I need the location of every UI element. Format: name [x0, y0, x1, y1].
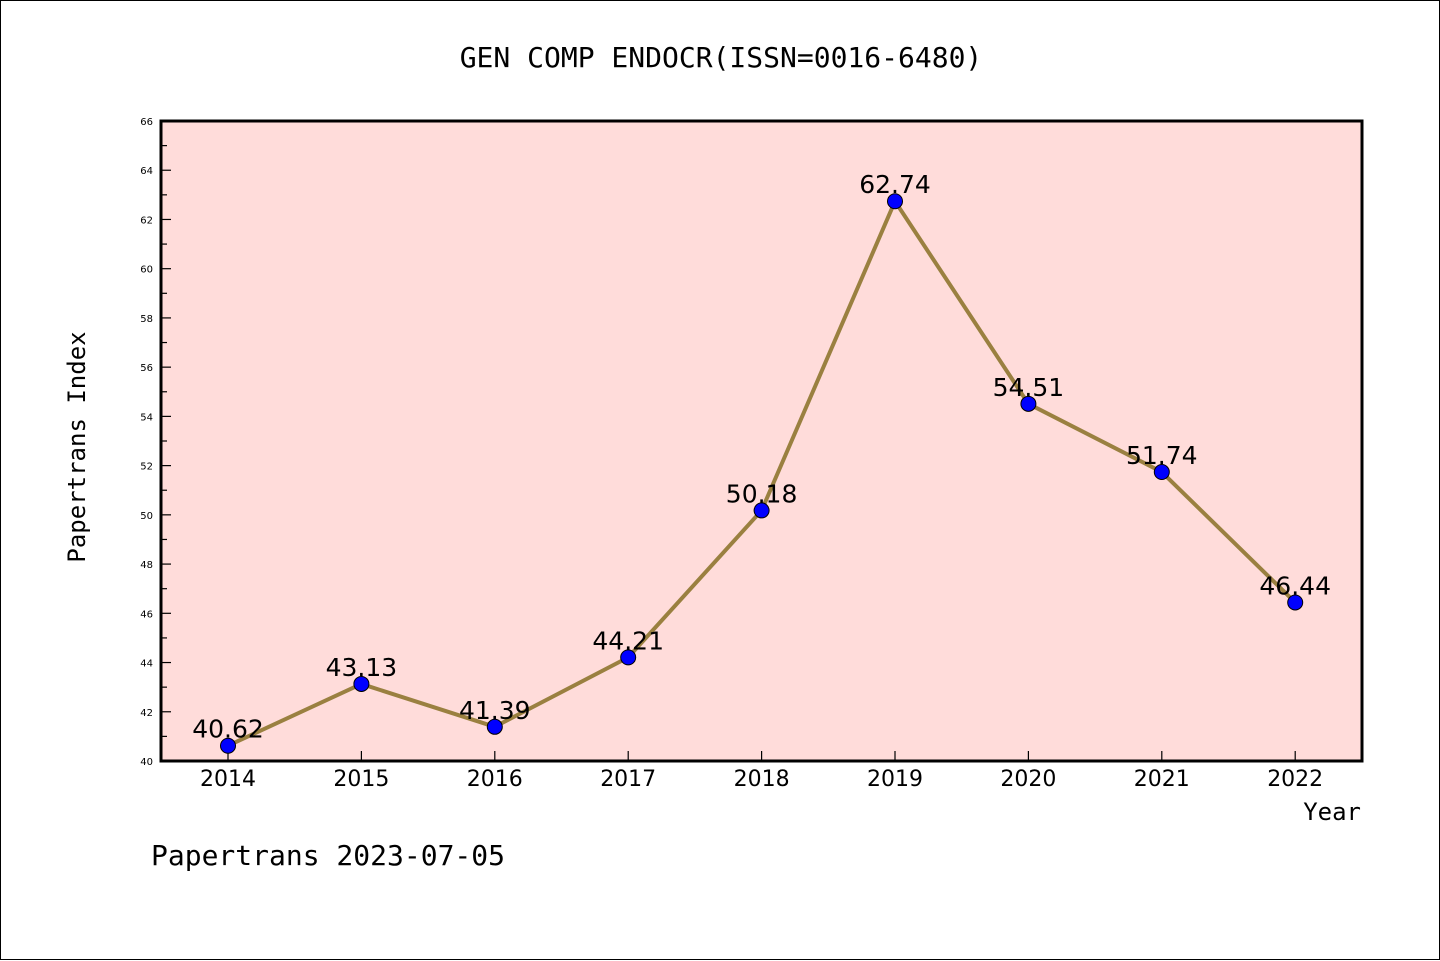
x-tick-label: 2014: [200, 767, 256, 792]
x-tick-label: 2020: [1000, 767, 1056, 792]
data-point: [1287, 594, 1304, 611]
data-point: [1153, 464, 1170, 481]
data-label: 43.13: [326, 653, 398, 682]
data-label: 41.39: [459, 696, 531, 725]
x-axis-label: Year: [1303, 798, 1361, 826]
y-tick-label: 40: [140, 757, 153, 768]
x-tick-label: 2022: [1267, 767, 1323, 792]
y-tick-label: 60: [140, 265, 153, 276]
data-label: 50.18: [726, 479, 798, 508]
data-point: [753, 502, 770, 519]
x-tick-label: 2017: [600, 767, 656, 792]
data-label: 44.21: [592, 626, 664, 655]
data-point: [1020, 395, 1037, 412]
x-axis-ticks: 2014 2015 2016 2017 2018 2019 2020 2021 2022: [200, 751, 1323, 792]
y-tick-label: 42: [140, 708, 153, 719]
y-tick-label: 50: [140, 511, 153, 522]
data-label: 40.62: [192, 715, 264, 744]
y-tick-label: 52: [140, 462, 153, 473]
data-label: 54.51: [993, 373, 1065, 402]
y-tick-label: 56: [140, 363, 153, 374]
y-tick-label: 48: [140, 560, 153, 571]
x-tick-label: 2015: [333, 767, 389, 792]
y-tick-label: 46: [140, 609, 153, 620]
y-axis-label: Papertrans Index: [63, 331, 91, 562]
data-label: 62.74: [859, 170, 931, 199]
y-tick-label: 44: [140, 659, 153, 670]
data-point: [220, 737, 236, 754]
x-tick-label: 2021: [1134, 767, 1190, 792]
y-tick-label: 66: [140, 117, 153, 128]
y-tick-label: 54: [140, 412, 153, 423]
y-tick-label: 58: [140, 314, 153, 325]
x-tick-label: 2018: [734, 767, 790, 792]
footer-text: Papertrans 2023-07-05: [151, 839, 505, 872]
x-tick-label: 2016: [467, 767, 523, 792]
y-tick-label: 62: [140, 215, 153, 226]
y-tick-label: 64: [140, 166, 153, 177]
data-point: [486, 718, 503, 735]
data-labels: 40.62 43.13 41.39 44.21 50.18 62.74 54.51 51.74…: [192, 170, 1331, 743]
plot-area: [159, 119, 1364, 763]
data-points: [220, 193, 1304, 754]
data-point: [887, 193, 903, 210]
y-axis-ticks: 40 42 44 46 48 50 52 54 56 58 60 62 64 66: [140, 117, 171, 768]
data-point: [620, 649, 637, 666]
data-label: 51.74: [1126, 441, 1198, 470]
data-point: [353, 675, 370, 692]
x-tick-label: 2019: [867, 767, 923, 792]
data-label: 46.44: [1259, 571, 1331, 600]
chart-title: GEN COMP ENDOCR(ISSN=0016-6480): [460, 41, 983, 74]
